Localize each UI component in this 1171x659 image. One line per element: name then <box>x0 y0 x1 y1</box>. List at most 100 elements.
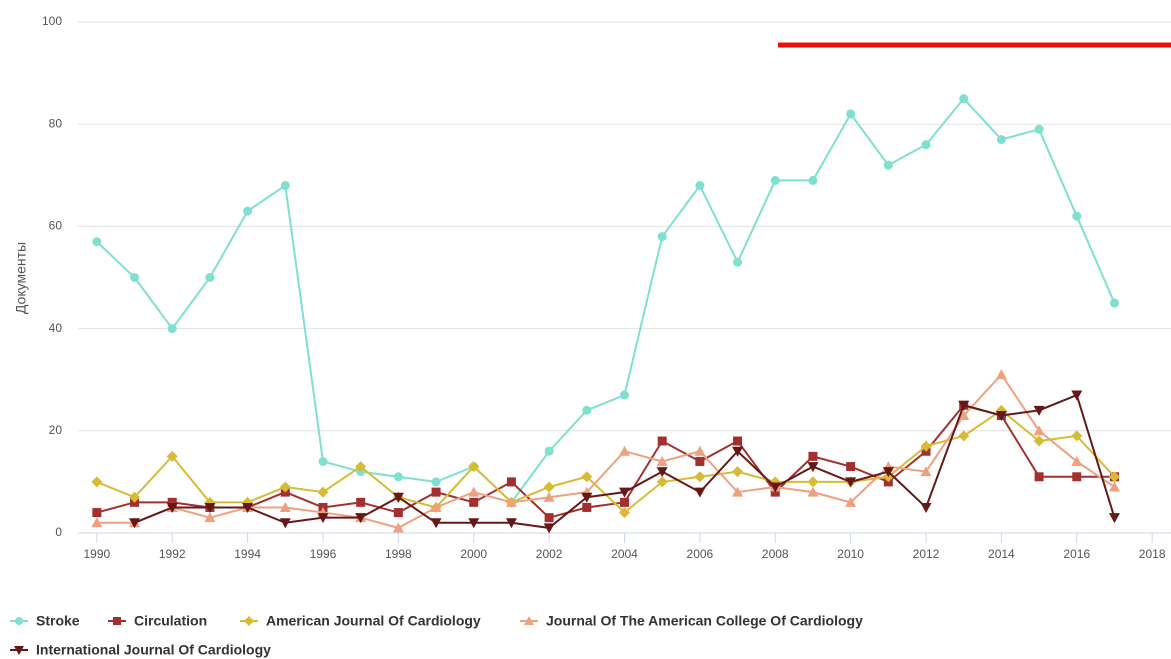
marker <box>656 467 668 478</box>
marker <box>130 273 140 282</box>
x-tick-label: 2006 <box>687 547 714 561</box>
y-tick-label: 40 <box>49 321 63 335</box>
marker <box>695 456 705 466</box>
marker <box>91 476 103 488</box>
x-tick-label: 2000 <box>460 547 487 561</box>
x-tick-label: 1998 <box>385 547 412 561</box>
marker <box>543 481 555 493</box>
marker <box>244 616 254 626</box>
y-tick-label: 100 <box>42 14 62 28</box>
marker <box>1072 211 1082 221</box>
marker <box>431 487 441 497</box>
legend-label: Stroke <box>36 613 80 629</box>
marker <box>657 436 667 446</box>
marker <box>807 462 819 473</box>
x-tick-label: 2004 <box>611 547 638 561</box>
marker <box>544 446 554 456</box>
y-tick-label: 80 <box>49 116 63 130</box>
marker <box>619 487 630 498</box>
marker <box>845 496 857 507</box>
x-tick-label: 2018 <box>1139 547 1166 561</box>
y-tick-label: 0 <box>55 525 62 539</box>
marker <box>204 502 216 513</box>
marker <box>468 518 480 529</box>
x-tick-label: 1990 <box>83 547 110 561</box>
marker <box>15 617 23 625</box>
marker <box>129 491 141 503</box>
marker <box>1033 435 1045 447</box>
marker <box>921 140 931 150</box>
marker <box>505 496 517 507</box>
marker <box>524 616 534 625</box>
marker <box>581 471 593 483</box>
marker <box>1071 455 1083 466</box>
x-tick-label: 1994 <box>234 547 261 561</box>
marker <box>279 518 291 529</box>
series-line <box>96 97 1116 504</box>
marker <box>166 502 178 513</box>
marker <box>996 135 1006 145</box>
marker <box>733 257 743 267</box>
marker <box>733 436 743 446</box>
marker <box>769 482 781 493</box>
marker <box>392 492 404 503</box>
marker <box>129 518 141 529</box>
marker <box>543 523 555 534</box>
marker <box>392 522 404 533</box>
marker <box>1108 481 1120 492</box>
marker <box>279 481 291 493</box>
marker <box>770 175 780 185</box>
marker <box>92 237 102 247</box>
marker <box>113 617 121 625</box>
marker <box>808 451 818 461</box>
marker <box>581 492 593 503</box>
marker <box>242 502 254 513</box>
marker <box>280 181 290 191</box>
marker <box>807 476 819 488</box>
marker <box>1108 513 1120 524</box>
marker <box>505 518 517 529</box>
x-tick-label: 2012 <box>913 547 940 561</box>
marker <box>317 486 329 498</box>
marker <box>694 471 706 483</box>
legend-label: Circulation <box>134 613 207 629</box>
x-tick-label: 1992 <box>159 547 186 561</box>
series-line <box>96 372 1116 529</box>
y-tick-label: 60 <box>49 219 63 233</box>
marker <box>582 405 592 415</box>
marker <box>920 466 932 477</box>
marker <box>317 513 329 524</box>
y-tick-label: 20 <box>49 423 63 437</box>
marker <box>694 487 706 498</box>
marker <box>14 646 24 655</box>
marker <box>355 461 367 473</box>
series-line <box>96 409 1116 514</box>
marker <box>845 477 857 488</box>
x-tick-label: 2010 <box>837 547 864 561</box>
marker <box>958 400 970 411</box>
marker <box>204 512 216 523</box>
marker <box>846 109 856 119</box>
marker <box>356 497 366 507</box>
marker <box>1072 472 1082 482</box>
x-tick-label: 2008 <box>762 547 789 561</box>
marker <box>883 160 893 170</box>
marker <box>1109 298 1119 308</box>
marker <box>91 517 103 528</box>
marker <box>959 94 969 104</box>
marker <box>920 440 932 452</box>
marker <box>620 497 629 507</box>
marker <box>808 175 818 185</box>
marker <box>1033 405 1045 416</box>
marker <box>619 507 630 519</box>
marker <box>543 491 555 502</box>
x-tick-label: 2002 <box>536 547 563 561</box>
marker <box>355 513 367 524</box>
marker <box>544 513 554 523</box>
marker <box>430 518 442 529</box>
marker <box>657 232 667 242</box>
legend: Stroke Circulation American Journal Of Car… <box>10 613 863 658</box>
marker <box>882 467 894 478</box>
legend-label: American Journal Of Cardiology <box>266 613 481 629</box>
